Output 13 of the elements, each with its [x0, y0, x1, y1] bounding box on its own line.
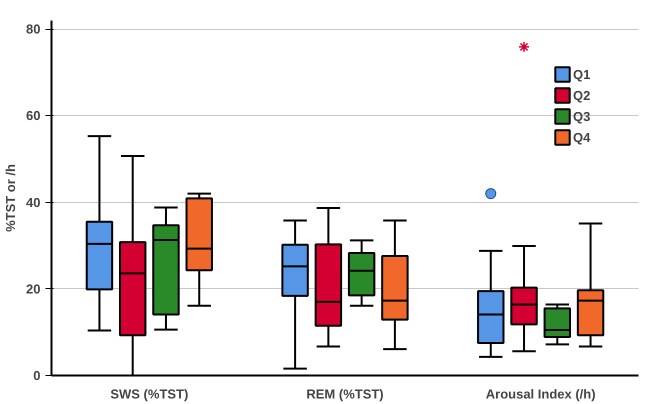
y-tick-label: 0	[33, 368, 41, 383]
y-tick-label: 60	[26, 108, 41, 124]
y-axis-title: %TST or /h	[3, 164, 18, 232]
legend-label: Q3	[573, 108, 592, 124]
legend-label: Q2	[573, 88, 592, 102]
legend-label: Q1	[573, 66, 592, 82]
x-tick-label: Arousal Index (/h)	[486, 386, 596, 402]
y-tick-label: 20	[26, 281, 41, 296]
legend-label: Q4	[573, 130, 592, 144]
x-tick-label: REM (%TST)	[306, 386, 384, 402]
y-tick-label: 80	[26, 22, 41, 37]
x-tick-label: SWS (%TST)	[110, 386, 188, 402]
y-tick-label: 40	[26, 194, 41, 210]
